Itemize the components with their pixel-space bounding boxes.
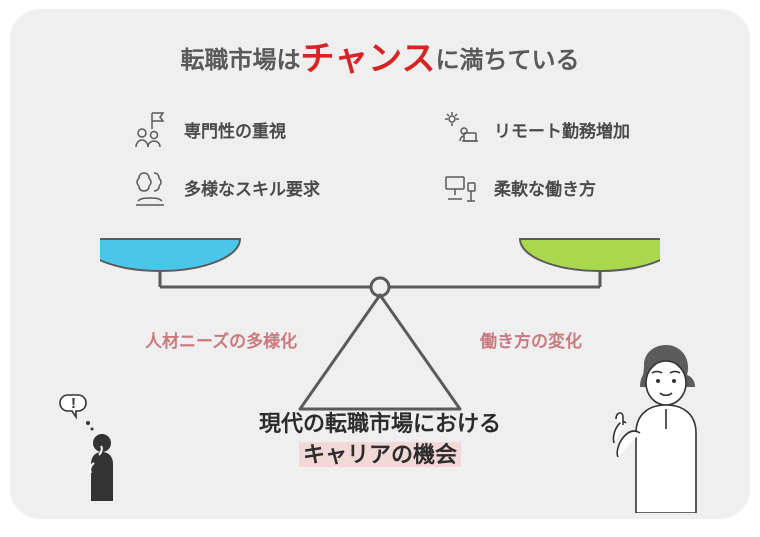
right-item-1-label: 柔軟な働き方 [494,175,596,200]
left-item-0: 専門性の重視 [130,109,320,149]
footer-title: 現代の転職市場における キャリアの機会 [259,409,501,471]
scale-stand [300,295,460,409]
balance-scale [100,199,660,419]
left-item-0-label: 専門性の重視 [184,117,286,142]
left-item-1-label: 多様なスキル要求 [184,175,320,200]
laptop-sun-icon [440,109,480,149]
scale-pan-left [100,239,240,271]
right-item-0: リモート勤務増加 [440,109,630,149]
headline: 転職市場はチャンスに満ちている [10,9,750,80]
footer-line2: キャリアの機会 [299,442,461,467]
side-label-left: 人材ニーズの多様化 [145,327,297,352]
thinking-person-icon: ! [58,381,138,501]
svg-text:!: ! [71,395,76,412]
infographic-card: 転職市場はチャンスに満ちている 専門性の重視 多様なスキル要求 [10,9,750,519]
scale-pan-right [520,239,660,271]
headline-post: に満ちている [435,47,579,74]
headline-emphasis: チャンス [301,40,436,78]
headline-pre: 転職市場は [181,47,301,74]
scale-pivot [371,278,389,296]
stage: 専門性の重視 多様なスキル要求 [10,79,750,519]
side-label-right: 働き方の変化 [480,327,582,352]
right-item-0-label: リモート勤務増加 [494,117,630,142]
footer-line1: 現代の転職市場における [259,411,501,436]
pointing-person-icon [582,343,722,513]
people-flag-icon [130,109,170,149]
